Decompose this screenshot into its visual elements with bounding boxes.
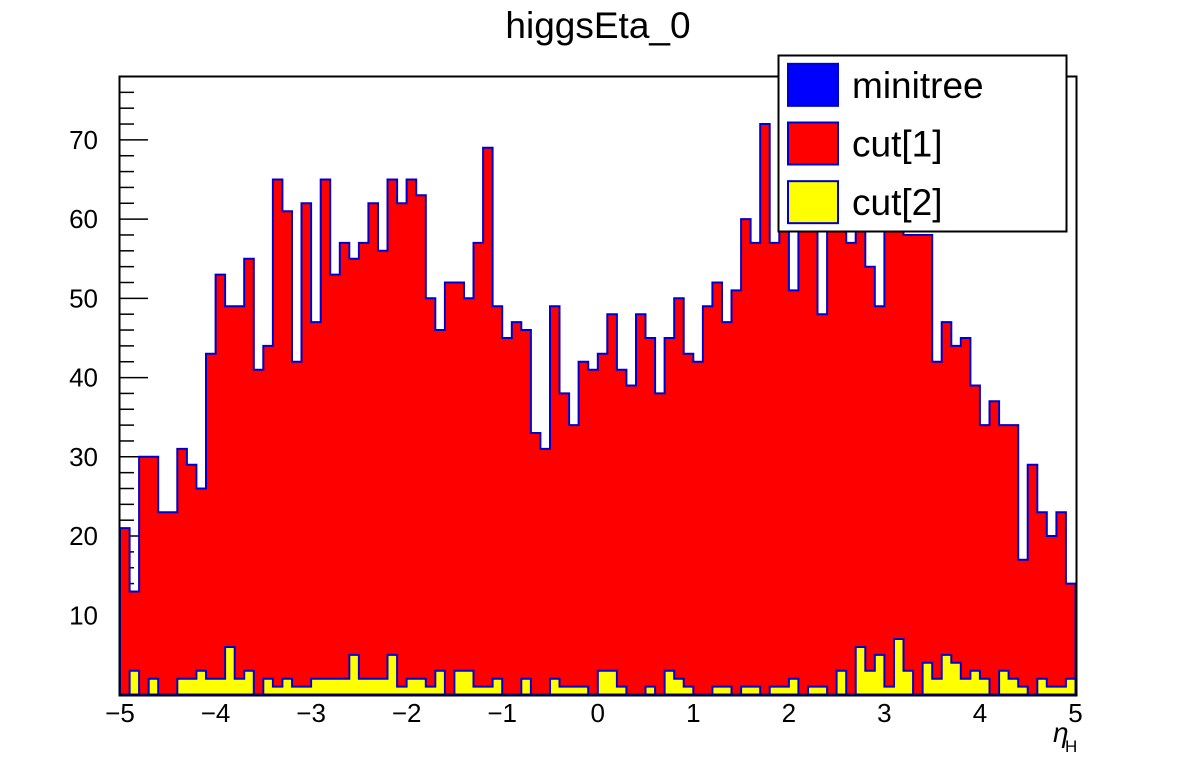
legend-swatch-cut[2] — [787, 180, 839, 225]
x-tick-label: −2 — [392, 698, 422, 728]
y-tick-label: 60 — [69, 204, 98, 234]
x-tick-label: 2 — [782, 698, 796, 728]
legend-label: minitree — [852, 65, 984, 106]
plot-frame — [118, 75, 1078, 697]
x-tick-label: 0 — [591, 698, 605, 728]
legend: minitree cut[1] cut[2] — [777, 54, 1068, 233]
x-tick-label: −3 — [296, 698, 326, 728]
y-tick-label: 70 — [69, 125, 98, 155]
legend-label: cut[2] — [852, 182, 943, 223]
x-tick-label: 1 — [686, 698, 700, 728]
y-tick-label: 40 — [69, 363, 98, 393]
x-tick-label: 4 — [973, 698, 987, 728]
x-tick-label: −4 — [201, 698, 231, 728]
legend-label: cut[1] — [852, 124, 943, 165]
x-tick-label: −1 — [487, 698, 517, 728]
series-1-histogram — [119, 123, 1077, 696]
series-2-histogram — [120, 638, 1077, 696]
plot-title: higgsEta_0 — [505, 5, 691, 46]
y-tick-label: 50 — [69, 283, 98, 313]
x-tick-label: −5 — [105, 698, 135, 728]
x-axis-title: ηH — [1053, 717, 1077, 756]
y-tick-label: 20 — [69, 521, 98, 551]
x-tick-label: 5 — [1068, 698, 1082, 728]
legend-swatch-minitree — [787, 62, 839, 107]
eta-symbol: η — [1053, 717, 1069, 748]
legend-swatch-cut[1] — [787, 121, 839, 166]
y-tick-label: 10 — [69, 600, 98, 630]
y-tick-label: 30 — [69, 442, 98, 472]
eta-subscript: H — [1065, 737, 1077, 756]
x-tick-label: 3 — [877, 698, 891, 728]
